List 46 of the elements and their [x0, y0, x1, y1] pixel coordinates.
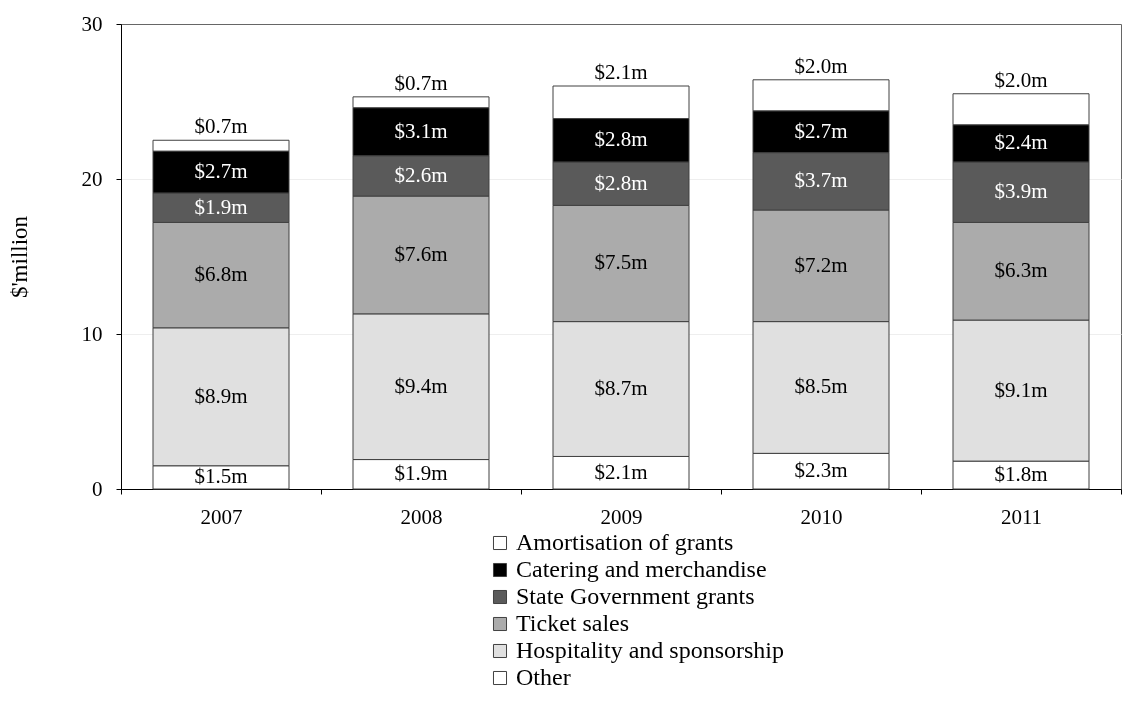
data-label: $6.8m	[194, 262, 248, 287]
data-label: $8.9m	[194, 383, 248, 408]
data-label: $3.1m	[394, 118, 448, 143]
legend-label: Catering and merchandise	[516, 556, 767, 582]
data-label: $2.8m	[594, 170, 648, 195]
data-label: $7.2m	[794, 252, 848, 277]
x-tick-label: 2010	[800, 504, 843, 529]
legend-label: Other	[516, 664, 571, 690]
data-label: $2.0m	[794, 53, 848, 78]
legend-label: Hospitality and sponsorship	[516, 637, 784, 663]
data-label: $2.3m	[794, 458, 848, 483]
data-label: $3.7m	[794, 168, 848, 193]
data-label: $1.8m	[994, 462, 1048, 487]
legend-label: Ticket sales	[516, 610, 630, 636]
data-label: $2.0m	[994, 67, 1048, 92]
y-tick-label: 0	[92, 476, 103, 501]
data-label: $1.9m	[194, 194, 248, 219]
data-label: $2.1m	[594, 459, 648, 484]
x-tick-label: 2011	[1000, 504, 1043, 529]
data-label: $3.9m	[994, 179, 1048, 204]
data-label: $8.7m	[594, 376, 648, 401]
data-label: $9.4m	[394, 373, 448, 398]
y-tick-label: 20	[81, 166, 103, 191]
legend-label: State Government grants	[516, 583, 755, 609]
data-label: $2.6m	[394, 162, 448, 187]
data-label: $9.1m	[994, 377, 1048, 402]
data-label: $0.7m	[394, 70, 448, 95]
legend-label: Amortisation of grants	[516, 529, 734, 555]
data-label: $2.1m	[594, 60, 648, 84]
y-tick-label: 30	[81, 11, 103, 36]
data-label: $0.7m	[194, 114, 248, 139]
x-tick-label: 2009	[600, 504, 643, 529]
x-tick-label: 2008	[400, 504, 443, 529]
data-label: $1.5m	[194, 464, 248, 489]
y-axis-title: $'million	[6, 215, 32, 299]
data-label: $1.9m	[394, 461, 448, 486]
data-label: $7.6m	[394, 241, 448, 266]
data-label: $2.8m	[594, 127, 648, 152]
y-tick-label: 10	[81, 321, 103, 346]
data-label: $2.7m	[794, 118, 848, 143]
data-label: $6.3m	[994, 258, 1048, 283]
x-tick-label: 2007	[200, 504, 243, 529]
data-label: $2.7m	[194, 159, 248, 184]
data-label: $2.4m	[994, 130, 1048, 155]
data-label: $8.5m	[794, 374, 848, 399]
data-label: $7.5m	[594, 250, 648, 275]
